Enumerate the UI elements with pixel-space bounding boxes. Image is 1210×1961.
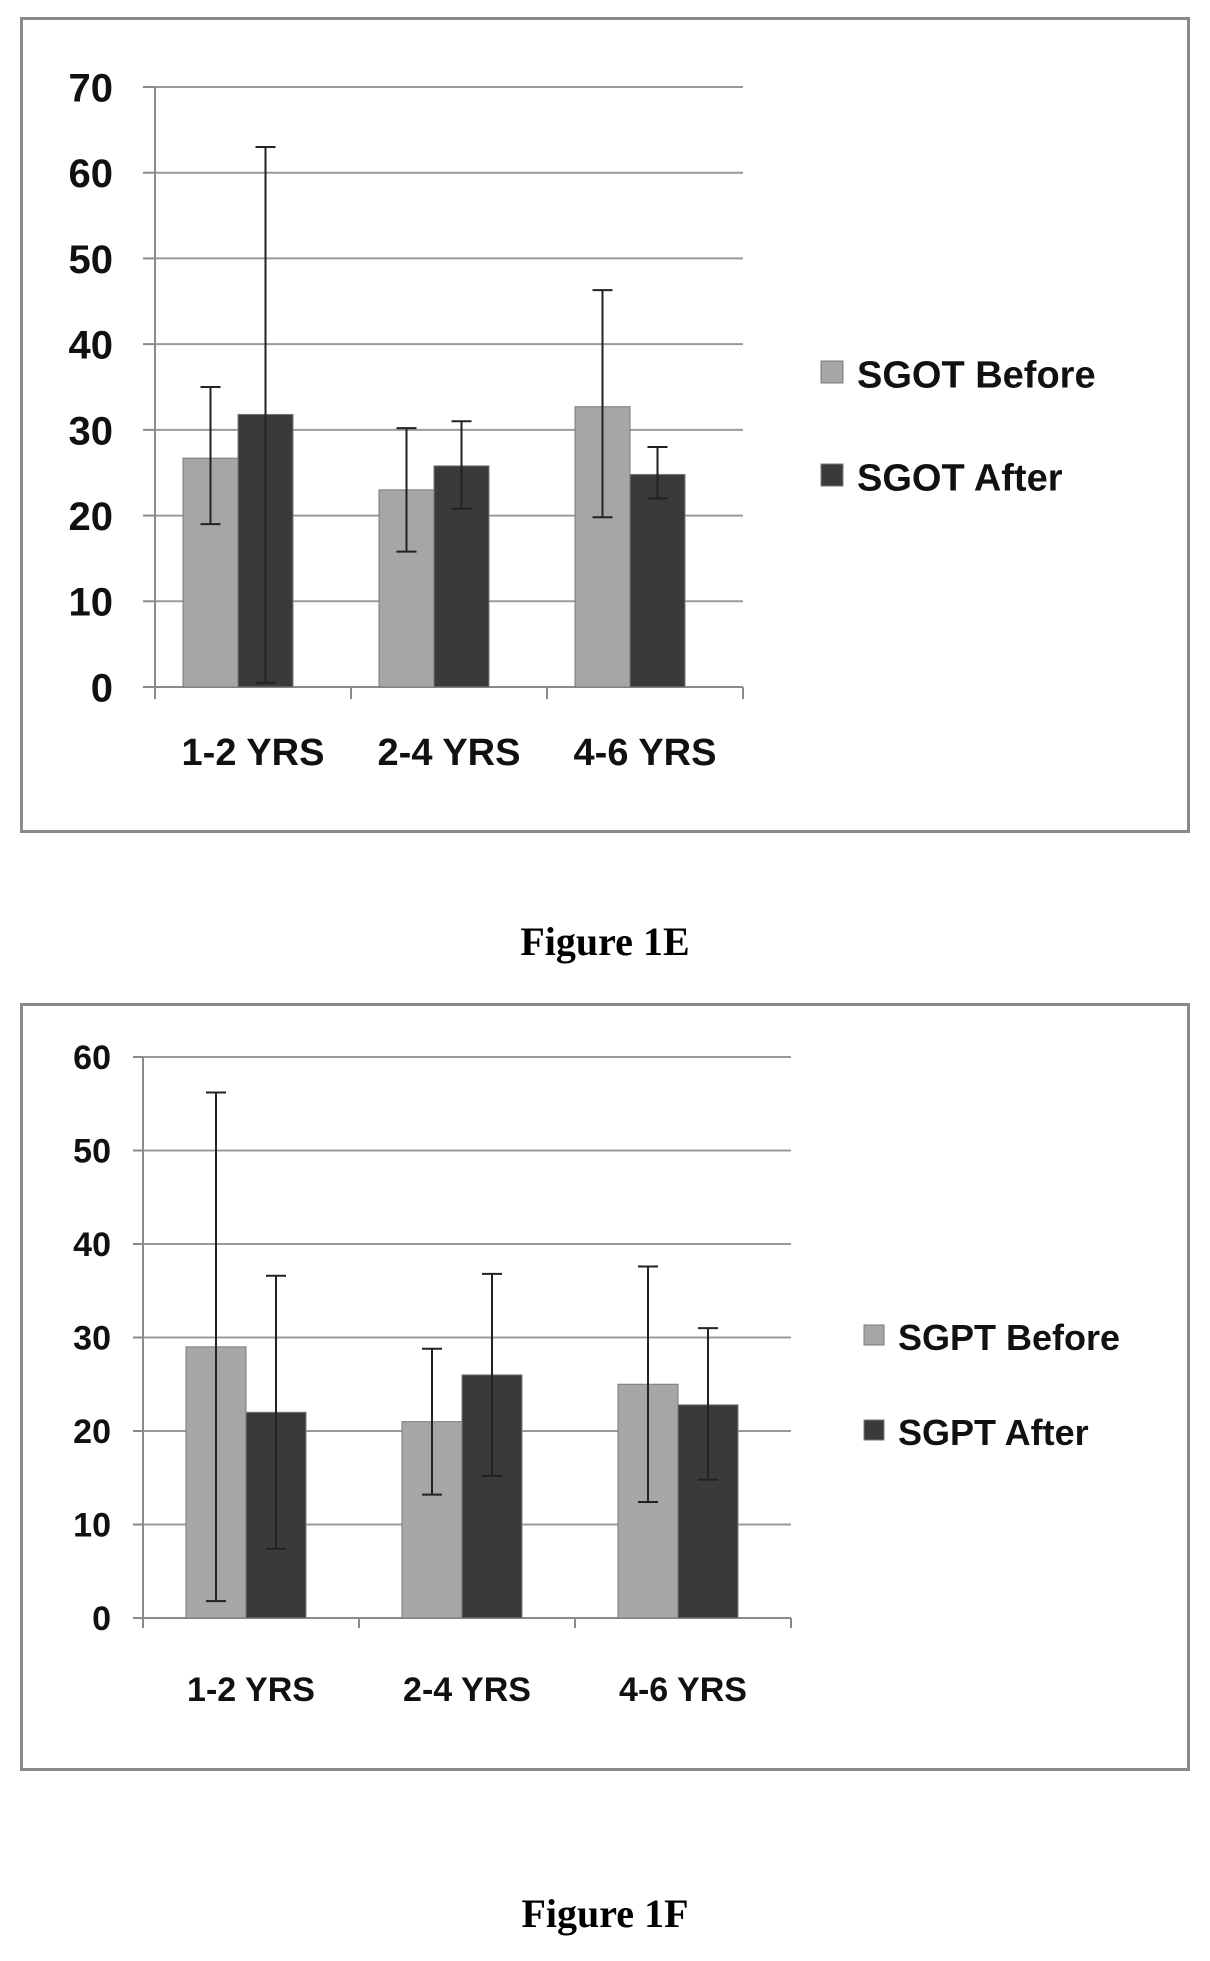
y-tick-label: 10 xyxy=(73,1507,111,1545)
x-category-label: 4-6 YRS xyxy=(574,732,717,774)
bar-after xyxy=(629,473,686,688)
y-tick-label: 20 xyxy=(73,1413,111,1451)
chart-panel-1f: 0 10 20 30 40 50 60 1-2 YRS 2-4 YRS 4-6 YRS SGPT B… xyxy=(20,1003,1190,1771)
x-category-label: 2-4 YRS xyxy=(378,732,521,774)
figure-caption-1f: Figure 1F xyxy=(521,1891,689,1936)
figure-caption-1e: Figure 1E xyxy=(520,919,690,964)
legend-swatch xyxy=(820,360,844,384)
legend-label: SGOT After xyxy=(857,457,1063,499)
y-tick-label: 30 xyxy=(69,409,114,453)
y-tick-label: 10 xyxy=(69,581,114,625)
y-tick-label: 60 xyxy=(73,1039,111,1077)
y-tick-label: 60 xyxy=(69,152,114,196)
y-tick-label: 0 xyxy=(91,666,113,710)
y-tick-label: 40 xyxy=(73,1226,111,1264)
chart-panel-1e: 0 10 20 30 40 50 60 70 1-2 YRS 2-4 YRS 4-6 YRS SGOT… xyxy=(20,17,1190,833)
y-tick-label: 50 xyxy=(73,1133,111,1171)
y-tick-label: 30 xyxy=(73,1320,111,1358)
y-tick-label: 20 xyxy=(69,495,114,539)
chart-1f-svg: 0 10 20 30 40 50 60 1-2 YRS 2-4 YRS 4-6 YRS SGPT B… xyxy=(73,1039,1120,1709)
y-tick-label: 50 xyxy=(69,238,114,282)
chart-1e-svg: 0 10 20 30 40 50 60 70 1-2 YRS 2-4 YRS 4-6 YRS SGOT… xyxy=(69,66,1096,774)
legend-swatch xyxy=(820,463,844,487)
x-category-label: 2-4 YRS xyxy=(403,1671,531,1709)
legend-label: SGOT Before xyxy=(857,354,1096,396)
y-tick-label: 0 xyxy=(92,1600,111,1638)
legend-label: SGPT After xyxy=(898,1412,1089,1453)
legend-swatch xyxy=(863,1419,885,1441)
x-category-label: 1-2 YRS xyxy=(182,732,325,774)
x-category-label: 1-2 YRS xyxy=(187,1671,315,1709)
x-category-label: 4-6 YRS xyxy=(619,1671,747,1709)
legend-swatch xyxy=(863,1324,885,1346)
y-tick-label: 40 xyxy=(69,324,114,368)
y-tick-label: 70 xyxy=(69,66,114,110)
legend-label: SGPT Before xyxy=(898,1317,1120,1358)
